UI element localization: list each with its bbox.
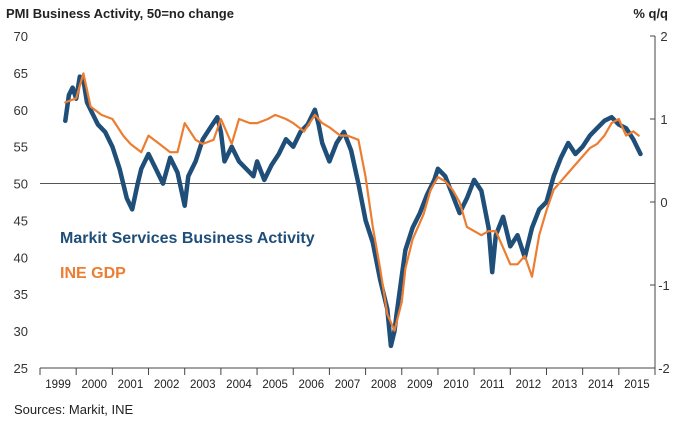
x-axis-ticks: 1999 2000 2001 2002 2003 2004 2005 2006 2007 2008… [39,368,656,391]
right-tick-label: 0 [660,195,667,210]
left-tick-label: 50 [14,177,28,192]
left-tick-label: 70 [14,29,28,44]
right-tick-label: -2 [658,361,670,376]
year-tick-label: 2000 [81,379,107,391]
right-axis: -2 -1 0 1 2 [650,29,670,376]
year-tick-label: 2014 [588,379,614,391]
left-tick-label: 55 [14,140,28,155]
year-tick-label: 2003 [190,379,216,391]
gdp-series-line [64,72,640,332]
year-tick-label: 2004 [226,379,252,391]
chart-source: Sources: Markit, INE [14,402,134,417]
year-tick-label: 2013 [552,379,578,391]
left-tick-label: 30 [14,324,28,339]
year-tick-label: 2012 [516,379,542,391]
left-tick-label: 35 [14,287,28,302]
right-tick-label: 1 [660,112,667,127]
year-tick-label: 2002 [154,379,180,391]
year-tick-label: 2001 [118,379,144,391]
right-tick-label: 2 [660,29,667,44]
chart-title: PMI Business Activity, 50=no change [6,6,234,21]
legend-pmi: Markit Services Business Activity [60,230,315,247]
year-tick-label: 2010 [443,379,469,391]
year-tick-label: 2006 [299,379,325,391]
year-tick-label: 1999 [45,379,71,391]
left-axis: 25 30 35 40 45 50 55 60 65 70 [14,29,28,376]
left-tick-label: 25 [14,361,28,376]
right-axis-title: % q/q [633,6,668,21]
left-tick-label: 45 [14,213,28,228]
series-layer [63,72,643,349]
legend-gdp: INE GDP [60,265,126,282]
year-tick-label: 2008 [371,379,397,391]
left-tick-label: 65 [14,66,28,81]
year-tick-label: 2009 [407,379,433,391]
year-tick-label: 2005 [262,379,288,391]
year-tick-label: 2015 [624,379,650,391]
left-tick-label: 40 [14,250,28,265]
pmi-series-line [63,74,643,349]
year-tick-label: 2011 [480,379,505,391]
right-tick-label: -1 [658,278,670,293]
year-tick-label: 2007 [335,379,361,391]
left-tick-label: 60 [14,103,28,118]
